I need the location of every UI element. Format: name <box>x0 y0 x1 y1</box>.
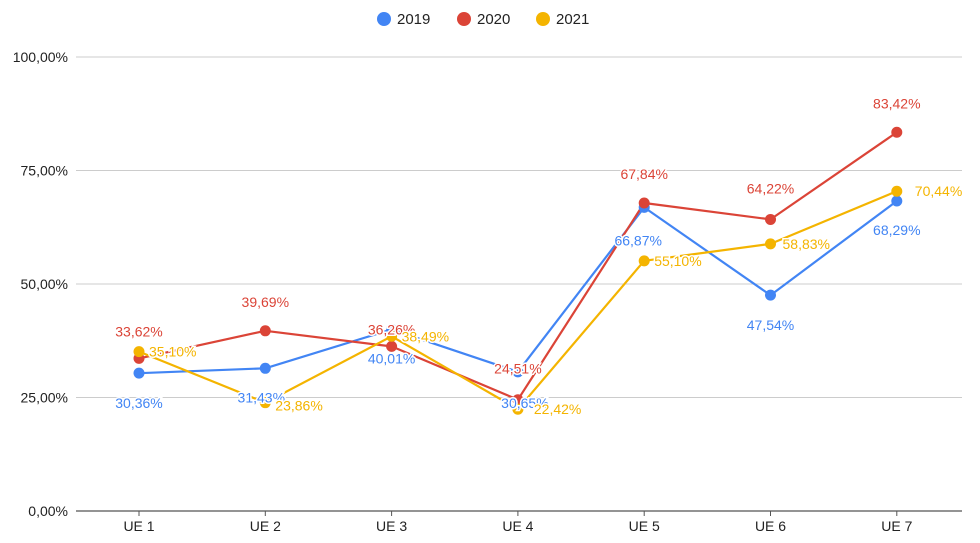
x-tick-label: UE 3 <box>376 518 407 534</box>
legend-label: 2021 <box>556 11 589 28</box>
data-label-2020: 33,62% <box>115 323 162 339</box>
data-point-2020 <box>891 126 903 138</box>
legend-item-2021[interactable]: 2021 <box>536 11 589 28</box>
data-label-2021: 58,83% <box>783 236 830 252</box>
y-axis: 0,00% 25,00% 50,00% 75,00% 100,00% <box>13 49 68 519</box>
legend-marker-icon <box>536 12 550 26</box>
y-tick-label: 100,00% <box>13 49 68 65</box>
legend-item-2019[interactable]: 2019 <box>377 11 430 28</box>
x-tick-label: UE 5 <box>629 518 660 534</box>
legend-marker-icon <box>377 12 391 26</box>
data-point-2020 <box>638 197 650 209</box>
legend-label: 2020 <box>477 11 510 28</box>
data-point-2021 <box>133 346 145 358</box>
y-tick-label: 25,00% <box>21 390 68 406</box>
data-label-2020: 67,84% <box>620 166 667 182</box>
data-label-2019: 30,65% <box>501 395 548 411</box>
data-label-2021: 55,10% <box>654 253 701 269</box>
data-label-2020: 36,26% <box>368 321 415 337</box>
data-point-2021 <box>512 403 524 415</box>
data-point-2021 <box>638 255 650 267</box>
x-axis: UE 1 UE 2 UE 3 UE 4 UE 5 UE 6 UE 7 <box>123 511 913 534</box>
data-label-2021: 23,86% <box>275 398 322 414</box>
data-label-2019: 66,87% <box>614 232 661 248</box>
data-point-2019 <box>512 366 524 378</box>
data-point-2019 <box>259 362 271 374</box>
legend-marker-icon <box>457 12 471 26</box>
x-tick-label: UE 7 <box>881 518 912 534</box>
data-label-2020: 39,69% <box>242 294 289 310</box>
data-point-2021 <box>259 397 271 409</box>
data-label-2020: 83,42% <box>873 95 920 111</box>
data-label-2019: 30,36% <box>115 395 162 411</box>
data-point-2020 <box>386 340 398 352</box>
data-label-2021: 38,49% <box>402 328 449 344</box>
data-label-2021: 22,42% <box>534 401 581 417</box>
series-line-2020 <box>138 131 898 401</box>
y-tick-label: 75,00% <box>21 163 68 179</box>
y-tick-label: 50,00% <box>21 276 68 292</box>
data-label-2019: 40,01% <box>368 350 415 366</box>
data-point-2019 <box>765 289 776 301</box>
x-tick-label: UE 2 <box>250 518 281 534</box>
data-point-2021 <box>765 238 776 250</box>
gridlines <box>76 56 962 512</box>
x-tick-label: UE 1 <box>123 518 154 534</box>
data-label-2021: 35,10% <box>149 344 196 360</box>
legend-item-2020[interactable]: 2020 <box>457 11 510 28</box>
data-point-2020 <box>512 394 524 406</box>
data-labels: 30,36% 31,43% 40,01% 30,65% 66,87% 47,54% 68,2… <box>114 94 964 419</box>
data-label-2019: 47,54% <box>747 317 794 333</box>
y-tick-label: 0,00% <box>28 503 68 519</box>
data-label-2020: 24,51% <box>494 361 541 377</box>
legend: 2019 2020 2021 <box>377 11 589 28</box>
legend-label: 2019 <box>397 11 430 28</box>
data-point-2021 <box>891 185 903 197</box>
data-label-2019: 31,43% <box>238 389 285 405</box>
data-label-2021: 70,44% <box>915 183 962 199</box>
series-line-2019 <box>138 200 898 375</box>
data-points <box>133 126 903 415</box>
data-point-2020 <box>765 213 776 225</box>
data-label-2020: 64,22% <box>747 180 794 196</box>
data-point-2020 <box>259 325 271 337</box>
data-label-2019: 68,29% <box>873 222 920 238</box>
x-tick-label: UE 4 <box>502 518 533 534</box>
x-tick-label: UE 6 <box>755 518 786 534</box>
data-point-2019 <box>133 367 145 379</box>
data-point-2019 <box>891 195 903 207</box>
data-point-2021 <box>386 330 398 342</box>
